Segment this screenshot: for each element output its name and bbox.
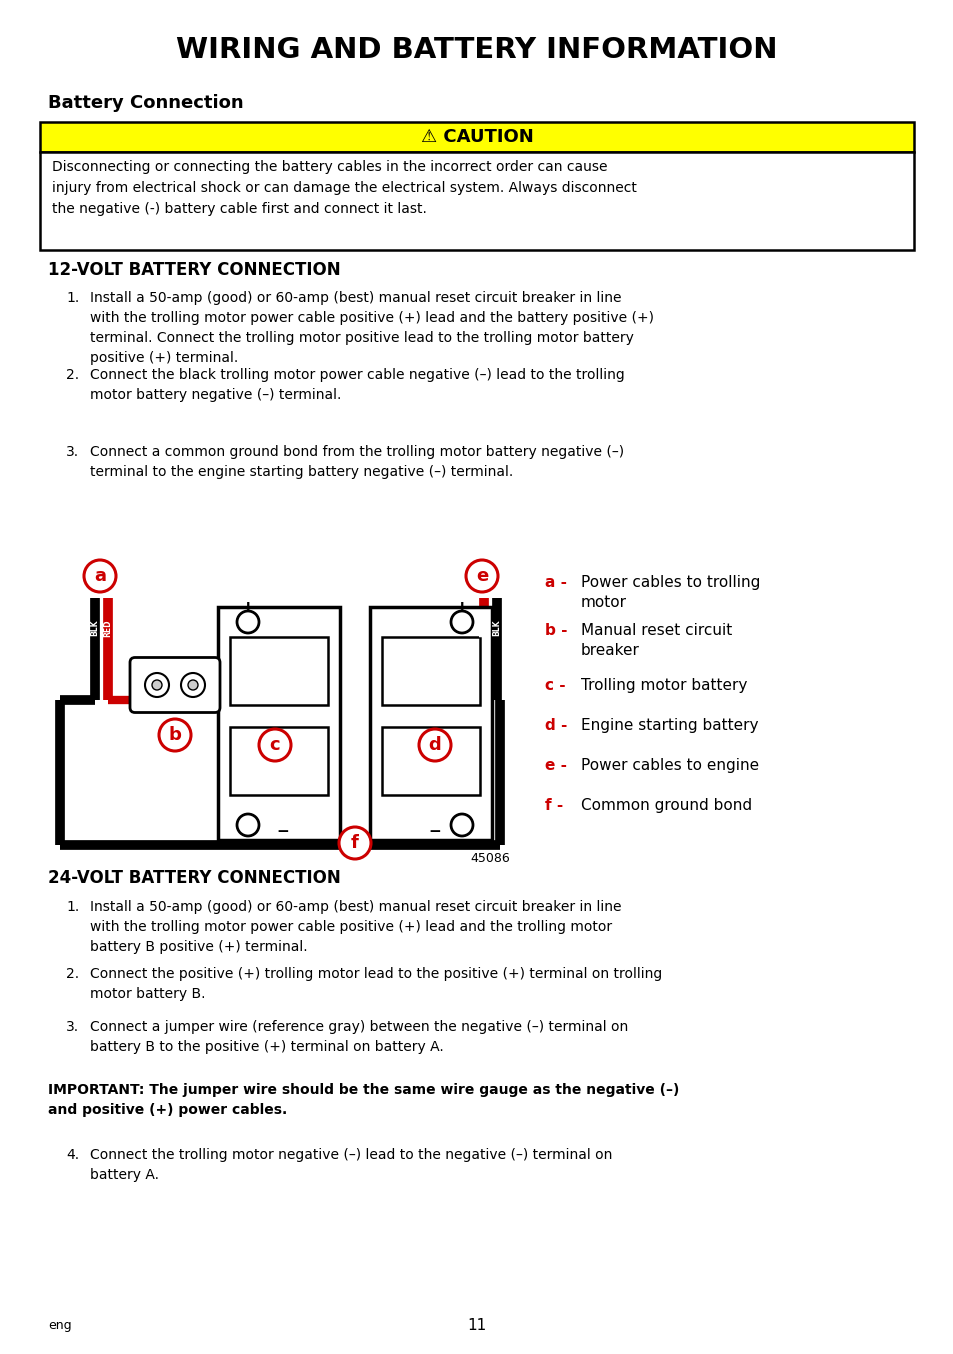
Text: Battery Connection: Battery Connection — [48, 93, 243, 112]
Circle shape — [152, 680, 162, 691]
Bar — [230, 636, 328, 705]
Bar — [381, 727, 479, 795]
Text: c: c — [270, 737, 280, 754]
Circle shape — [338, 827, 371, 858]
Text: BLK: BLK — [492, 620, 501, 636]
Text: Power cables to engine: Power cables to engine — [580, 758, 759, 773]
Text: b -: b - — [544, 623, 567, 638]
Bar — [381, 636, 479, 705]
Circle shape — [84, 561, 116, 592]
Text: 1.: 1. — [66, 900, 79, 914]
Text: Engine starting battery: Engine starting battery — [580, 718, 758, 733]
Text: d: d — [428, 737, 441, 754]
Circle shape — [236, 611, 258, 634]
Circle shape — [159, 719, 191, 751]
Circle shape — [181, 673, 205, 697]
Text: −: − — [428, 825, 441, 839]
Bar — [370, 607, 492, 839]
Circle shape — [145, 673, 169, 697]
Text: 1.: 1. — [66, 291, 79, 305]
Text: ⚠ CAUTION: ⚠ CAUTION — [420, 129, 533, 146]
Text: IMPORTANT: The jumper wire should be the same wire gauge as the negative (–)
and: IMPORTANT: The jumper wire should be the… — [48, 1083, 679, 1117]
Text: f -: f - — [544, 798, 562, 812]
Text: e: e — [476, 567, 488, 585]
Text: 3.: 3. — [66, 1020, 79, 1034]
Bar — [218, 607, 339, 839]
Text: d -: d - — [544, 718, 567, 733]
Text: e -: e - — [544, 758, 566, 773]
Text: Connect a jumper wire (reference gray) between the negative (–) terminal on
batt: Connect a jumper wire (reference gray) b… — [90, 1020, 628, 1053]
Text: Manual reset circuit
breaker: Manual reset circuit breaker — [580, 623, 732, 658]
Text: Trolling motor battery: Trolling motor battery — [580, 678, 746, 693]
Text: Power cables to trolling
motor: Power cables to trolling motor — [580, 575, 760, 609]
Text: eng: eng — [48, 1319, 71, 1331]
Text: 24-VOLT BATTERY CONNECTION: 24-VOLT BATTERY CONNECTION — [48, 869, 340, 887]
Text: 11: 11 — [467, 1317, 486, 1332]
Text: +: + — [454, 600, 470, 619]
Circle shape — [465, 561, 497, 592]
Circle shape — [188, 680, 198, 691]
Text: RED: RED — [103, 619, 112, 636]
Text: −: − — [276, 825, 289, 839]
Circle shape — [236, 814, 258, 835]
Bar — [40, 122, 913, 152]
Text: RED: RED — [479, 619, 488, 636]
Text: Connect the trolling motor negative (–) lead to the negative (–) terminal on
bat: Connect the trolling motor negative (–) … — [90, 1148, 612, 1182]
Text: 4.: 4. — [66, 1148, 79, 1162]
Text: 45086: 45086 — [470, 852, 510, 864]
Text: a: a — [94, 567, 106, 585]
Text: 2.: 2. — [66, 368, 79, 382]
Text: Connect the positive (+) trolling motor lead to the positive (+) terminal on tro: Connect the positive (+) trolling motor … — [90, 967, 661, 1001]
Text: Connect a common ground bond from the trolling motor battery negative (–)
termin: Connect a common ground bond from the tr… — [90, 445, 623, 479]
Circle shape — [451, 611, 473, 634]
Text: f: f — [351, 834, 358, 852]
Text: Common ground bond: Common ground bond — [580, 798, 751, 812]
Circle shape — [451, 814, 473, 835]
Circle shape — [418, 728, 451, 761]
Circle shape — [258, 728, 291, 761]
Text: 3.: 3. — [66, 445, 79, 459]
Text: c -: c - — [544, 678, 565, 693]
Text: BLK: BLK — [91, 620, 99, 636]
Text: b: b — [169, 726, 181, 743]
Text: +: + — [239, 600, 256, 619]
Bar — [40, 152, 913, 250]
Text: 2.: 2. — [66, 967, 79, 982]
Text: WIRING AND BATTERY INFORMATION: WIRING AND BATTERY INFORMATION — [176, 37, 777, 64]
Bar — [230, 727, 328, 795]
Text: Install a 50-amp (good) or 60-amp (best) manual reset circuit breaker in line
wi: Install a 50-amp (good) or 60-amp (best)… — [90, 291, 654, 366]
Text: Disconnecting or connecting the battery cables in the incorrect order can cause
: Disconnecting or connecting the battery … — [52, 160, 637, 217]
Text: Connect the black trolling motor power cable negative (–) lead to the trolling
m: Connect the black trolling motor power c… — [90, 368, 624, 402]
Text: Install a 50-amp (good) or 60-amp (best) manual reset circuit breaker in line
wi: Install a 50-amp (good) or 60-amp (best)… — [90, 900, 620, 955]
FancyBboxPatch shape — [130, 658, 220, 712]
Text: 12-VOLT BATTERY CONNECTION: 12-VOLT BATTERY CONNECTION — [48, 261, 340, 279]
Text: a -: a - — [544, 575, 566, 590]
